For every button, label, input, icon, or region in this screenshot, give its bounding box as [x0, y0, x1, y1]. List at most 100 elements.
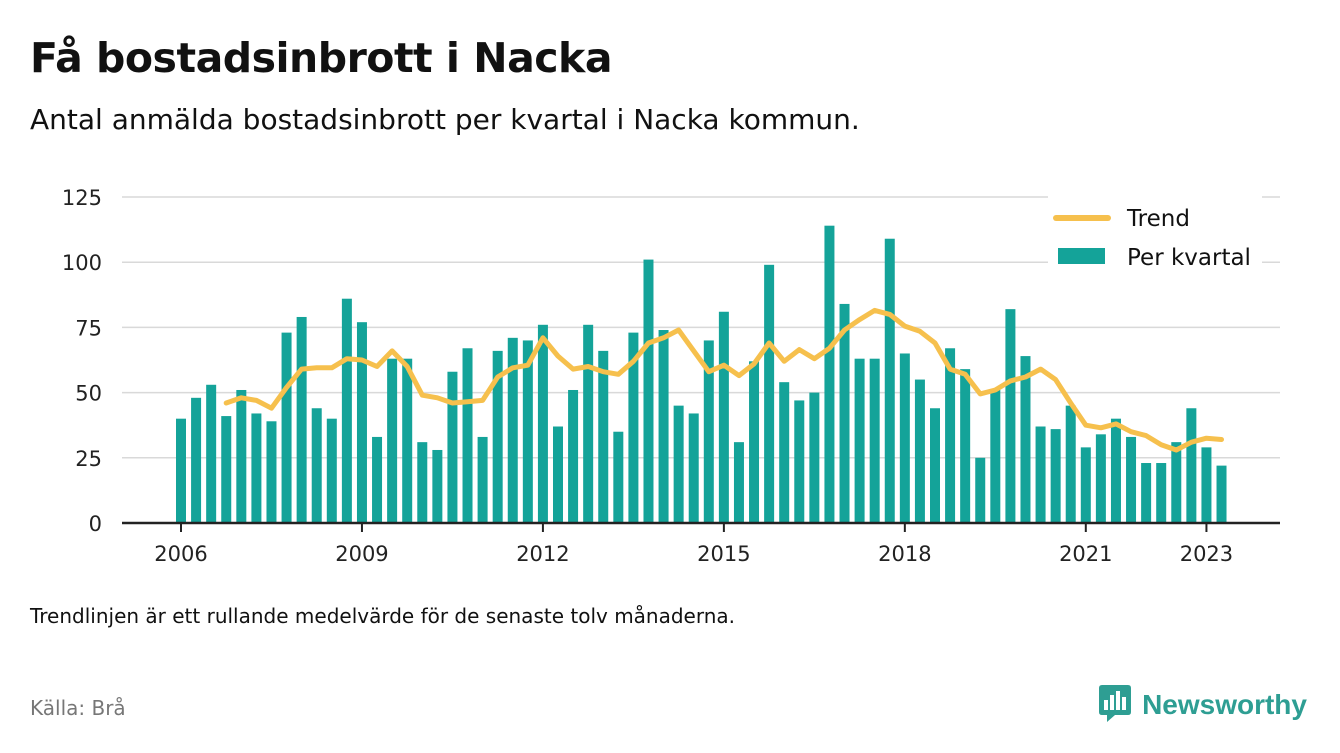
bar: [402, 358, 413, 523]
bar: [779, 382, 790, 523]
bar: [1050, 429, 1061, 523]
bar: [794, 400, 805, 523]
bar: [718, 311, 729, 523]
x-tick-label: 2023: [1180, 542, 1233, 566]
bar: [1005, 309, 1016, 523]
bar: [839, 303, 850, 523]
bar: [326, 418, 337, 523]
brand-name: Newsworthy: [1142, 689, 1307, 720]
bar: [356, 322, 367, 523]
bar: [191, 397, 202, 523]
bar: [975, 457, 986, 523]
bar: [492, 350, 503, 523]
x-tick-label: 2015: [697, 542, 750, 566]
bar: [869, 358, 880, 523]
x-tick-label: 2009: [335, 542, 388, 566]
y-tick-label: 25: [75, 447, 102, 471]
bar: [477, 436, 488, 523]
bar: [1171, 442, 1182, 523]
bar: [1201, 447, 1212, 523]
bar: [206, 384, 217, 523]
bar: [673, 405, 684, 523]
bar: [1216, 465, 1227, 523]
chart-title: Få bostadsinbrott i Nacka: [30, 34, 612, 82]
x-tick-label: 2021: [1059, 542, 1112, 566]
bar: [176, 418, 186, 523]
y-tick-label: 125: [62, 186, 102, 210]
bar: [658, 330, 669, 523]
bar: [583, 324, 594, 523]
bar: [643, 259, 654, 523]
bar: [447, 371, 458, 523]
bar: [688, 413, 699, 523]
bar: [749, 361, 760, 523]
bar: [221, 416, 232, 523]
bar: [236, 389, 247, 523]
y-tick-label: 0: [89, 512, 102, 536]
bar: [1035, 426, 1046, 523]
chart-subtitle: Antal anmälda bostadsinbrott per kvartal…: [30, 103, 860, 136]
bar: [251, 413, 262, 523]
bar: [432, 449, 443, 523]
bar: [628, 332, 639, 523]
legend: Trend Per kvartal: [1048, 188, 1262, 278]
bar: [598, 350, 609, 523]
y-tick-label: 50: [75, 382, 102, 406]
bar: [1080, 447, 1091, 523]
bar: [568, 389, 579, 523]
legend-bar-swatch: [1058, 248, 1105, 264]
bar: [296, 316, 307, 523]
bar: [854, 358, 865, 523]
bar: [930, 408, 940, 523]
bar: [372, 436, 383, 523]
bar: [899, 353, 910, 523]
bar: [1020, 356, 1031, 523]
bar: [824, 225, 835, 524]
legend-bar-label: Per kvartal: [1127, 245, 1251, 271]
bar: [311, 408, 322, 523]
bar: [1095, 434, 1106, 523]
bar: [537, 324, 548, 523]
source-label: Källa: Brå: [30, 696, 126, 720]
bar: [341, 298, 352, 523]
bar: [990, 389, 1001, 523]
newsworthy-logo-icon: [1098, 683, 1132, 727]
x-tick-label: 2006: [154, 542, 207, 566]
bar: [417, 442, 428, 523]
trend-line-group: [223, 307, 1224, 453]
bar: [733, 442, 744, 523]
bar: [884, 238, 895, 523]
bar: [553, 426, 563, 523]
chart-note: Trendlinjen är ett rullande medelvärde f…: [30, 604, 736, 628]
bar: [522, 340, 533, 523]
bar: [281, 332, 292, 523]
bar: [914, 379, 925, 523]
bar: [507, 337, 518, 523]
bar: [703, 340, 714, 523]
bar: [266, 421, 277, 523]
bar: [1110, 418, 1121, 523]
bar: [1065, 405, 1076, 523]
bar: [809, 392, 820, 523]
bar: [613, 431, 624, 523]
trend-line: [223, 307, 1224, 453]
x-tick-label: 2012: [516, 542, 569, 566]
bar: [960, 369, 971, 523]
y-axis-ticks: 0 25 50 75 100 125: [62, 186, 102, 536]
x-axis-ticks: 2006 2009 2012 2015 2018 2021 2023: [154, 523, 1233, 566]
y-tick-label: 75: [75, 316, 102, 340]
bar: [462, 348, 473, 523]
bar: [387, 358, 398, 523]
bars-per-kvartal: [176, 225, 1227, 524]
bar: [1126, 436, 1137, 523]
bar: [1156, 463, 1167, 523]
brand-logo[interactable]: Newsworthy: [1098, 683, 1307, 727]
legend-trend-label: Trend: [1126, 206, 1190, 232]
x-tick-label: 2018: [878, 542, 931, 566]
bar: [1141, 463, 1152, 523]
y-tick-label: 100: [62, 251, 102, 275]
bar: [764, 264, 775, 523]
bar: [945, 348, 956, 523]
bar: [1186, 408, 1197, 523]
